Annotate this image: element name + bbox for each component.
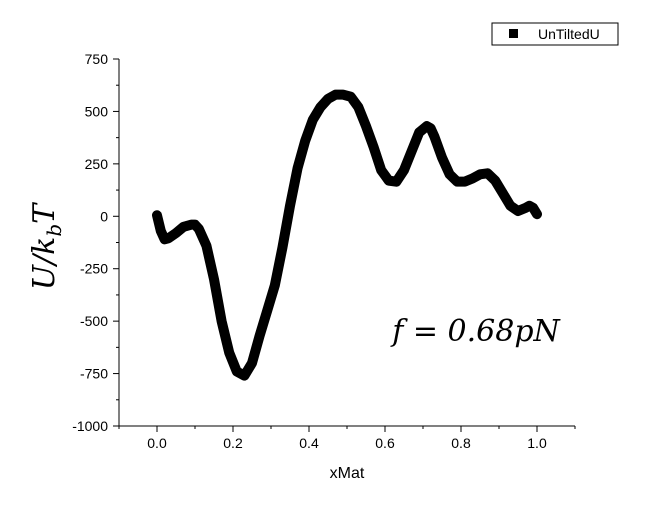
x-tick-label: 0.4 bbox=[299, 435, 319, 451]
axes: 0.0 0.2 0.4 0.6 0.8 1.0 750 500 250 0 -250 -500 -750… bbox=[72, 51, 576, 451]
x-tick-label: 1.0 bbox=[527, 435, 547, 451]
y-axis-title: U/kbT bbox=[27, 202, 66, 290]
legend-marker bbox=[509, 29, 518, 38]
y-tick-label: -1000 bbox=[72, 418, 108, 434]
y-tick-label: 750 bbox=[85, 51, 109, 67]
annotation-force: f = 0.68pN bbox=[390, 314, 561, 349]
legend: UnTiltedU bbox=[491, 22, 619, 46]
legend-label: UnTiltedU bbox=[538, 26, 600, 42]
y-tick-label: 0 bbox=[100, 208, 108, 224]
x-tick-label: 0.2 bbox=[223, 435, 243, 451]
y-tick-label: 500 bbox=[85, 103, 109, 119]
y-axis-title-text: U/kbT bbox=[27, 202, 66, 290]
y-tick-label: -500 bbox=[80, 313, 108, 329]
y-tick-label: -250 bbox=[80, 261, 108, 277]
x-tick-label: 0.8 bbox=[451, 435, 471, 451]
x-tick-label: 0.6 bbox=[375, 435, 395, 451]
y-tick-label: 250 bbox=[85, 156, 109, 172]
legend-box bbox=[491, 22, 619, 46]
x-tick-label: 0.0 bbox=[147, 435, 167, 451]
y-tick-label: -750 bbox=[80, 366, 108, 382]
plot-area bbox=[152, 89, 542, 381]
x-axis-title: xMat bbox=[330, 465, 365, 482]
series-line bbox=[152, 89, 542, 381]
